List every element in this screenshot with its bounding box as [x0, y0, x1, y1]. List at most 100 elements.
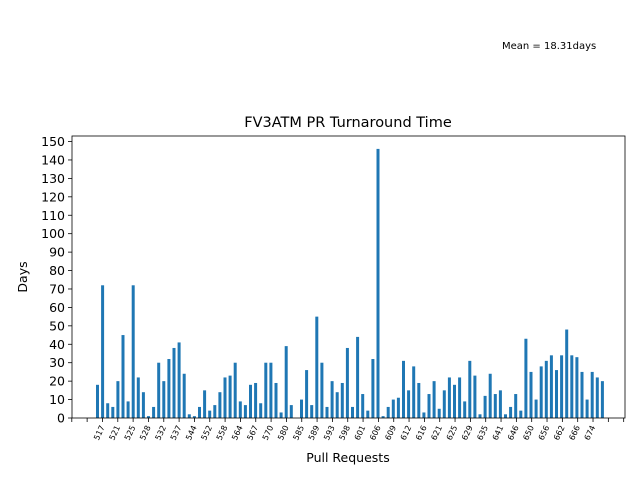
bar: [396, 397, 400, 418]
x-tick-label: 609: [383, 424, 398, 442]
y-tick-label: 70: [49, 281, 65, 296]
y-tick-label: 60: [49, 300, 65, 315]
bar: [376, 148, 380, 418]
x-tick-label: 625: [445, 424, 460, 442]
bars: [96, 148, 604, 418]
bar: [560, 355, 564, 418]
bar: [427, 394, 431, 418]
y-axis-label: Days: [15, 261, 30, 292]
x-tick-label: 570: [261, 424, 276, 442]
x-tick-label: 612: [399, 424, 414, 442]
bar: [131, 285, 135, 418]
x-axis: 517 521 525 528 532 537 544 552 558 564 567 570 580 5…: [71, 418, 625, 442]
x-tick-label: 521: [107, 424, 122, 442]
bar: [458, 377, 462, 418]
bar: [453, 384, 456, 418]
bar: [167, 359, 171, 418]
x-tick-label: 662: [552, 424, 567, 442]
bar: [264, 362, 268, 418]
bar: [407, 390, 411, 418]
bar: [539, 366, 543, 418]
bar: [111, 406, 115, 418]
x-tick-label: 641: [491, 424, 506, 442]
y-tick-label: 140: [41, 152, 65, 167]
bar: [473, 375, 477, 418]
x-tick-label: 580: [276, 424, 291, 442]
bar: [162, 381, 166, 418]
bar: [305, 370, 309, 418]
bar: [157, 362, 161, 418]
y-tick-label: 30: [49, 355, 65, 370]
bar: [432, 381, 436, 418]
bar: [243, 405, 247, 418]
bar: [152, 406, 156, 418]
x-tick-label: 528: [138, 424, 153, 442]
x-tick-label: 532: [153, 424, 168, 442]
y-tick-label: 120: [41, 189, 65, 204]
bar: [524, 338, 528, 418]
bar: [595, 377, 599, 418]
bar: [218, 392, 222, 418]
x-tick-label: 650: [521, 424, 536, 442]
bar: [106, 403, 110, 418]
y-tick-label: 130: [41, 171, 65, 186]
bar: [437, 408, 441, 418]
bar: [361, 394, 365, 418]
bar: [351, 406, 354, 418]
bar: [172, 347, 176, 418]
bar: [498, 390, 502, 418]
bar: [223, 377, 227, 418]
bar: [555, 370, 558, 418]
bar: [493, 394, 497, 418]
bar: [300, 399, 303, 418]
bar: [371, 359, 375, 418]
bar: [269, 362, 273, 418]
bar: [141, 392, 145, 418]
x-tick-label: 606: [368, 424, 383, 442]
x-tick-label: 517: [92, 424, 107, 442]
y-tick-label: 150: [41, 134, 65, 149]
y-tick-label: 100: [41, 226, 65, 241]
bar: [320, 362, 324, 418]
bar: [519, 410, 523, 418]
bar: [136, 377, 140, 418]
x-tick-label: 629: [460, 424, 475, 442]
bar: [279, 412, 283, 418]
bar: [289, 405, 293, 418]
x-axis-label: Pull Requests: [306, 450, 389, 465]
y-tick-label: 40: [49, 337, 65, 352]
bar: [208, 410, 212, 418]
bar: [509, 406, 513, 418]
bar: [447, 377, 451, 418]
bar: [335, 392, 339, 418]
y-tick-label: 0: [57, 411, 65, 426]
bar: [330, 381, 334, 418]
bar: [187, 414, 191, 418]
y-tick-label: 110: [41, 208, 65, 223]
x-tick-label: 656: [537, 424, 552, 442]
bar: [274, 382, 278, 418]
bar: [345, 347, 349, 418]
x-tick-label: 601: [353, 424, 368, 442]
bar: [147, 416, 150, 418]
x-tick-label: 616: [414, 424, 429, 442]
bar: [325, 406, 329, 418]
bar: [529, 371, 533, 418]
mean-annotation: Mean = 18.31days: [502, 41, 596, 52]
bar: [549, 355, 553, 418]
bar: [468, 360, 472, 418]
bar: [340, 382, 344, 418]
bar: [565, 329, 569, 418]
bar: [570, 355, 574, 418]
bar: [514, 394, 518, 418]
bar: [259, 403, 263, 418]
x-tick-label: 589: [307, 424, 322, 442]
x-tick-label: 635: [475, 424, 490, 442]
bar: [534, 399, 538, 418]
bar: [585, 399, 589, 418]
bar: [315, 316, 319, 418]
bar: [203, 390, 207, 418]
y-tick-label: 80: [49, 263, 65, 278]
y-tick-label: 50: [49, 318, 65, 333]
bar: [600, 381, 604, 418]
